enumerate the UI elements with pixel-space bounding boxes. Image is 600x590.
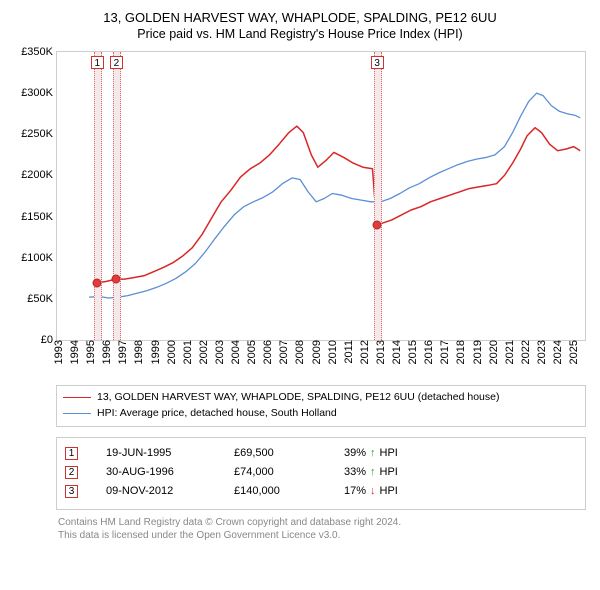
chart-subtitle: Price paid vs. HM Land Registry's House … [6,27,594,41]
attribution-line: Contains HM Land Registry data © Crown c… [58,516,586,530]
x-axis-label: 2000 [162,340,178,364]
x-axis-label: 2008 [290,340,306,364]
sale-delta-pct: 33% [344,466,366,478]
x-axis-label: 2018 [451,340,467,364]
sale-event-marker: 1 [91,56,104,69]
x-axis-label: 2003 [210,340,226,364]
legend-label: HPI: Average price, detached house, Sout… [97,406,337,422]
x-axis-label: 1995 [81,340,97,364]
sales-table: 1 19-JUN-1995£69,50039% ↑ HPI 2 30-AUG-1996£7… [56,437,586,510]
y-axis-label: £300K [21,87,57,99]
arrow-up-icon: ↑ [370,447,376,459]
sale-row: 1 19-JUN-1995£69,50039% ↑ HPI [65,444,577,463]
x-axis-label: 2009 [307,340,323,364]
x-axis-label: 2019 [468,340,484,364]
sale-price: £140,000 [234,485,344,497]
sale-delta-pct: 17% [344,485,366,497]
x-axis-label: 2007 [274,340,290,364]
plot-area: £0£50K£100K£150K£200K£250K£300K£350K1993… [56,51,586,341]
legend-label: 13, GOLDEN HARVEST WAY, WHAPLODE, SPALDI… [97,390,499,406]
sale-date: 19-JUN-1995 [106,447,234,459]
sale-event-marker: 2 [110,56,123,69]
y-axis-label: £200K [21,169,57,181]
x-axis-label: 2017 [435,340,451,364]
x-axis-label: 1997 [113,340,129,364]
x-axis-label: 2002 [194,340,210,364]
attribution-line: This data is licensed under the Open Gov… [58,529,586,543]
y-axis-label: £50K [27,293,57,305]
sale-event-point [92,278,101,287]
attribution: Contains HM Land Registry data © Crown c… [56,516,586,543]
x-axis-label: 2005 [242,340,258,364]
sale-price: £74,000 [234,466,344,478]
chart-container: 13, GOLDEN HARVEST WAY, WHAPLODE, SPALDI… [0,0,600,549]
x-axis-label: 2015 [403,340,419,364]
chart-lines-svg [57,52,585,340]
sale-event-point [372,220,381,229]
sale-event-band [113,52,121,340]
sale-delta: 17% ↓ HPI [344,485,398,497]
x-axis-label: 1998 [129,340,145,364]
sale-delta-suffix: HPI [380,466,398,478]
legend-item: 13, GOLDEN HARVEST WAY, WHAPLODE, SPALDI… [63,390,579,406]
x-axis-label: 2014 [387,340,403,364]
x-axis-label: 2006 [258,340,274,364]
x-axis-label: 2004 [226,340,242,364]
sale-event-marker: 3 [371,56,384,69]
x-axis-label: 2011 [339,340,355,364]
x-axis-label: 1994 [65,340,81,364]
legend-swatch [63,413,91,414]
x-axis-label: 2023 [532,340,548,364]
y-axis-label: £150K [21,211,57,223]
sale-row-marker: 1 [65,447,78,460]
series-line [97,126,580,283]
sale-price: £69,500 [234,447,344,459]
arrow-up-icon: ↑ [370,466,376,478]
sale-date: 30-AUG-1996 [106,466,234,478]
sale-row: 2 30-AUG-1996£74,00033% ↑ HPI [65,463,577,482]
legend-swatch [63,397,91,398]
x-axis-label: 2010 [323,340,339,364]
x-axis-label: 1999 [146,340,162,364]
y-axis-label: £350K [21,46,57,58]
y-axis-label: £250K [21,128,57,140]
sale-delta: 39% ↑ HPI [344,447,398,459]
sale-event-band [94,52,102,340]
x-axis-label: 1996 [97,340,113,364]
legend: 13, GOLDEN HARVEST WAY, WHAPLODE, SPALDI… [56,385,586,427]
chart-title: 13, GOLDEN HARVEST WAY, WHAPLODE, SPALDI… [6,10,594,25]
sale-delta-suffix: HPI [380,447,398,459]
x-axis-label: 2012 [355,340,371,364]
sale-row-marker: 2 [65,466,78,479]
x-axis-label: 2024 [548,340,564,364]
sale-date: 09-NOV-2012 [106,485,234,497]
x-axis-label: 2013 [371,340,387,364]
x-axis-label: 2021 [500,340,516,364]
sale-delta-pct: 39% [344,447,366,459]
x-axis-label: 2016 [419,340,435,364]
x-axis-label: 1993 [49,340,65,364]
x-axis-label: 2001 [178,340,194,364]
x-axis-label: 2025 [564,340,580,364]
x-axis-label: 2022 [516,340,532,364]
sale-event-band [374,52,382,340]
x-axis-label: 2020 [484,340,500,364]
sale-delta: 33% ↑ HPI [344,466,398,478]
sale-row: 3 09-NOV-2012£140,00017% ↓ HPI [65,482,577,501]
y-axis-label: £100K [21,252,57,264]
sale-event-point [111,275,120,284]
sale-delta-suffix: HPI [380,485,398,497]
arrow-down-icon: ↓ [370,485,376,497]
sale-row-marker: 3 [65,485,78,498]
legend-item: HPI: Average price, detached house, Sout… [63,406,579,422]
